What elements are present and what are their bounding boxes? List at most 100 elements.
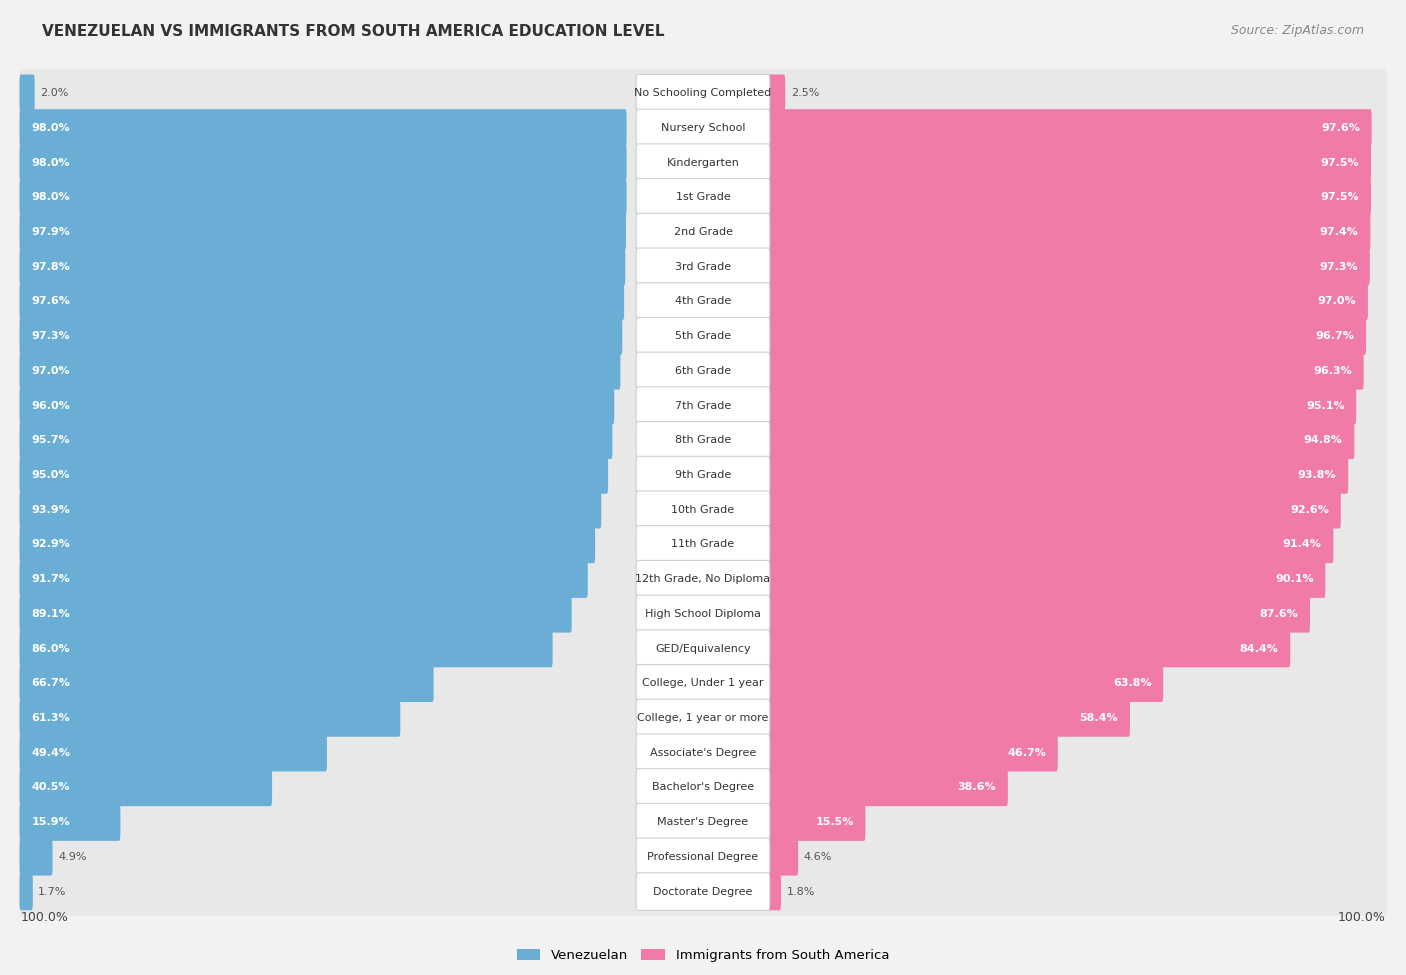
FancyBboxPatch shape — [636, 318, 770, 355]
FancyBboxPatch shape — [20, 803, 121, 840]
FancyBboxPatch shape — [20, 491, 602, 528]
FancyBboxPatch shape — [18, 833, 1388, 880]
FancyBboxPatch shape — [768, 838, 799, 876]
FancyBboxPatch shape — [20, 838, 52, 876]
FancyBboxPatch shape — [18, 659, 1388, 707]
FancyBboxPatch shape — [768, 491, 1341, 528]
Text: 93.9%: 93.9% — [31, 505, 70, 515]
FancyBboxPatch shape — [18, 799, 1388, 846]
FancyBboxPatch shape — [20, 699, 401, 737]
FancyBboxPatch shape — [636, 74, 770, 112]
FancyBboxPatch shape — [636, 630, 770, 667]
Text: 58.4%: 58.4% — [1080, 713, 1118, 723]
Text: 97.6%: 97.6% — [1322, 123, 1360, 133]
FancyBboxPatch shape — [20, 630, 553, 667]
FancyBboxPatch shape — [20, 387, 614, 424]
Text: 10th Grade: 10th Grade — [672, 505, 734, 515]
FancyBboxPatch shape — [768, 144, 1371, 181]
Text: 87.6%: 87.6% — [1260, 608, 1298, 619]
FancyBboxPatch shape — [20, 109, 627, 146]
FancyBboxPatch shape — [20, 352, 620, 390]
FancyBboxPatch shape — [636, 144, 770, 181]
Text: Doctorate Degree: Doctorate Degree — [654, 886, 752, 897]
FancyBboxPatch shape — [768, 318, 1367, 355]
Text: 5th Grade: 5th Grade — [675, 332, 731, 341]
FancyBboxPatch shape — [18, 416, 1388, 464]
FancyBboxPatch shape — [768, 352, 1364, 390]
FancyBboxPatch shape — [768, 109, 1372, 146]
FancyBboxPatch shape — [18, 521, 1388, 568]
Text: 92.6%: 92.6% — [1291, 505, 1329, 515]
FancyBboxPatch shape — [18, 312, 1388, 360]
Text: 89.1%: 89.1% — [31, 608, 70, 619]
FancyBboxPatch shape — [20, 734, 328, 771]
FancyBboxPatch shape — [20, 144, 627, 181]
Text: 96.7%: 96.7% — [1316, 332, 1354, 341]
Text: 1.8%: 1.8% — [786, 886, 815, 897]
FancyBboxPatch shape — [768, 699, 1130, 737]
Text: 40.5%: 40.5% — [31, 782, 70, 793]
FancyBboxPatch shape — [768, 561, 1326, 598]
Text: 63.8%: 63.8% — [1114, 679, 1152, 688]
FancyBboxPatch shape — [768, 74, 785, 112]
FancyBboxPatch shape — [768, 456, 1348, 493]
Text: 97.9%: 97.9% — [31, 227, 70, 237]
FancyBboxPatch shape — [636, 352, 770, 390]
Text: 6th Grade: 6th Grade — [675, 366, 731, 376]
FancyBboxPatch shape — [768, 734, 1057, 771]
Text: 8th Grade: 8th Grade — [675, 435, 731, 446]
FancyBboxPatch shape — [18, 451, 1388, 499]
FancyBboxPatch shape — [18, 208, 1388, 256]
Text: 4.6%: 4.6% — [804, 852, 832, 862]
Text: 97.3%: 97.3% — [1319, 261, 1358, 272]
Text: Associate's Degree: Associate's Degree — [650, 748, 756, 758]
FancyBboxPatch shape — [18, 625, 1388, 673]
FancyBboxPatch shape — [20, 248, 626, 286]
Text: 49.4%: 49.4% — [31, 748, 70, 758]
FancyBboxPatch shape — [636, 665, 770, 702]
Text: 96.0%: 96.0% — [31, 401, 70, 410]
FancyBboxPatch shape — [20, 768, 271, 806]
FancyBboxPatch shape — [636, 283, 770, 320]
Text: 97.4%: 97.4% — [1320, 227, 1358, 237]
Text: 61.3%: 61.3% — [31, 713, 70, 723]
FancyBboxPatch shape — [636, 699, 770, 737]
Text: GED/Equivalency: GED/Equivalency — [655, 644, 751, 653]
Text: 84.4%: 84.4% — [1240, 644, 1278, 653]
FancyBboxPatch shape — [18, 381, 1388, 430]
FancyBboxPatch shape — [636, 561, 770, 598]
FancyBboxPatch shape — [768, 873, 780, 911]
FancyBboxPatch shape — [636, 387, 770, 424]
Text: 66.7%: 66.7% — [31, 679, 70, 688]
Text: 1.7%: 1.7% — [38, 886, 66, 897]
FancyBboxPatch shape — [20, 74, 35, 112]
Text: 12th Grade, No Diploma: 12th Grade, No Diploma — [636, 574, 770, 584]
FancyBboxPatch shape — [636, 456, 770, 493]
Text: 97.5%: 97.5% — [1320, 158, 1360, 168]
Text: 2nd Grade: 2nd Grade — [673, 227, 733, 237]
Text: 97.0%: 97.0% — [1317, 296, 1357, 306]
FancyBboxPatch shape — [768, 387, 1357, 424]
Text: 4.9%: 4.9% — [58, 852, 87, 862]
Text: 100.0%: 100.0% — [1337, 911, 1385, 924]
FancyBboxPatch shape — [18, 763, 1388, 811]
Text: High School Diploma: High School Diploma — [645, 608, 761, 619]
FancyBboxPatch shape — [18, 174, 1388, 221]
FancyBboxPatch shape — [636, 873, 770, 911]
Text: 1st Grade: 1st Grade — [676, 192, 730, 203]
FancyBboxPatch shape — [768, 421, 1354, 459]
FancyBboxPatch shape — [636, 734, 770, 771]
Text: 95.7%: 95.7% — [31, 435, 70, 446]
Text: 91.7%: 91.7% — [31, 574, 70, 584]
Text: 98.0%: 98.0% — [31, 192, 70, 203]
FancyBboxPatch shape — [18, 347, 1388, 395]
FancyBboxPatch shape — [768, 768, 1008, 806]
Text: Source: ZipAtlas.com: Source: ZipAtlas.com — [1230, 24, 1364, 37]
Text: 4th Grade: 4th Grade — [675, 296, 731, 306]
FancyBboxPatch shape — [768, 283, 1368, 320]
FancyBboxPatch shape — [20, 526, 595, 564]
Text: 3rd Grade: 3rd Grade — [675, 261, 731, 272]
Text: College, Under 1 year: College, Under 1 year — [643, 679, 763, 688]
FancyBboxPatch shape — [18, 69, 1388, 117]
FancyBboxPatch shape — [18, 104, 1388, 152]
